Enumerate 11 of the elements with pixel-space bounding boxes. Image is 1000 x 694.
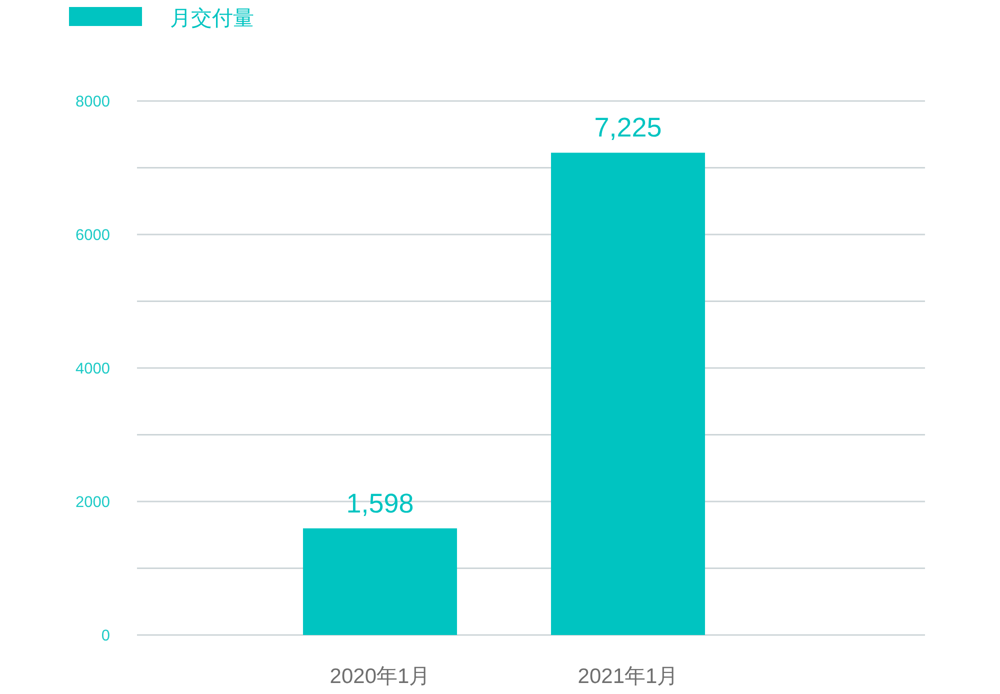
- y-tick-label: 4000: [76, 360, 110, 378]
- y-tick-label: 8000: [76, 94, 110, 110]
- x-tick-label: 2020年1月: [330, 665, 430, 688]
- y-tick-label: 2000: [76, 494, 110, 511]
- data-label: 7,225: [594, 112, 662, 143]
- x-tick-label: 2021年1月: [578, 665, 678, 688]
- legend: 月交付量: [69, 7, 254, 30]
- y-tick-label: 6000: [76, 227, 110, 244]
- data-label: 1,598: [346, 488, 414, 518]
- y-tick-label: 0: [101, 628, 110, 644]
- legend-label: 月交付量: [170, 7, 254, 30]
